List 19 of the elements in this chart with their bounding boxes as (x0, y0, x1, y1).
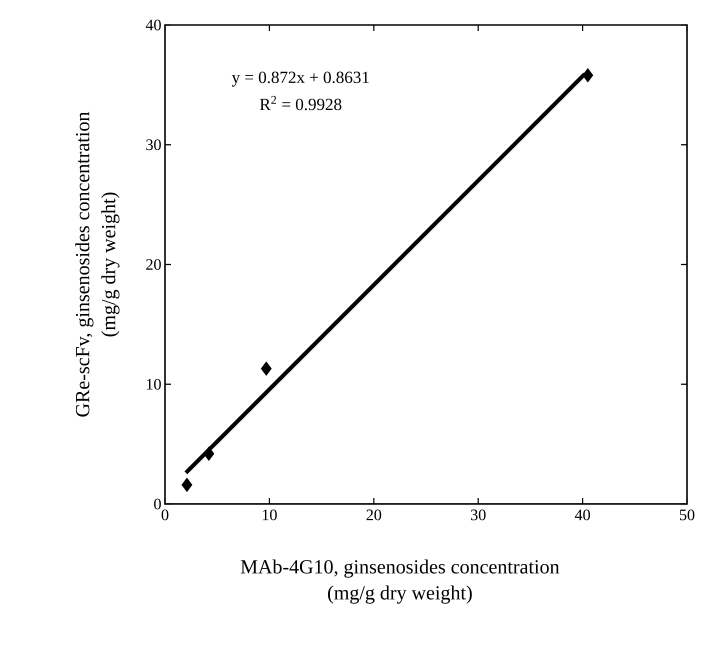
y-tick-label: 20 (146, 259, 161, 270)
annotation: y = 0.872x + 0.8631 (232, 72, 369, 87)
y-tick-label: 10 (146, 378, 161, 390)
point (203, 446, 214, 461)
x-tick-label: 50 (680, 510, 694, 520)
y-tick-label: 40 (146, 20, 161, 30)
x-tick-label: 30 (470, 510, 486, 520)
point (582, 68, 594, 82)
y-tick-label: 30 (146, 139, 161, 150)
x-tick-label: 10 (262, 510, 277, 520)
x-tick-label: 40 (574, 510, 590, 520)
annotation: R$^{2}$ = 0.9928 (260, 96, 342, 110)
x-tick-label: 20 (366, 510, 382, 520)
y-tick-label: 0 (154, 498, 161, 510)
point (260, 361, 272, 376)
x-tick-label: 0 (162, 510, 168, 520)
y-axis-title: GRe-scFv, ginsenosides concentration (mg/g dry weight) (75, 112, 120, 417)
point (181, 478, 192, 492)
x-axis-title: MAb-4G10, ginsenosides concentration (mg/g dry weight) (240, 560, 560, 604)
